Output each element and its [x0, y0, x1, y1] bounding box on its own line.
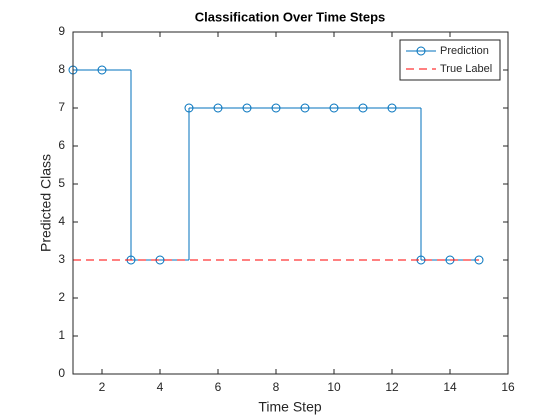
x-axis-label: Time Step: [258, 399, 321, 415]
x-tick-label: 2: [99, 380, 106, 394]
y-tick-label: 4: [58, 214, 65, 228]
marker: [387, 103, 397, 113]
x-tick-label: 16: [501, 380, 515, 394]
marker: [213, 103, 223, 113]
y-tick-label: 6: [58, 138, 65, 152]
marker: [358, 103, 368, 113]
plot-area: [73, 32, 508, 374]
marker: [329, 103, 339, 113]
x-tick-label: 12: [385, 380, 399, 394]
y-tick-label: 0: [58, 366, 65, 380]
y-axis-label: Predicted Class: [38, 154, 54, 252]
x-tick-label: 4: [157, 380, 164, 394]
legend-box: [399, 39, 501, 81]
marker: [474, 255, 484, 265]
legend-label: Prediction: [440, 45, 489, 57]
y-tick-label: 3: [58, 252, 65, 266]
y-tick-label: 9: [58, 24, 65, 38]
axes-box: [72, 31, 509, 375]
legend-label: True Label: [440, 63, 492, 75]
x-tick-label: 14: [443, 380, 457, 394]
marker: [300, 103, 310, 113]
marker: [242, 103, 252, 113]
marker: [184, 103, 194, 113]
chart-title: Classification Over Time Steps: [195, 9, 386, 24]
x-tick-label: 8: [273, 380, 280, 394]
x-tick-label: 6: [215, 380, 222, 394]
marker: [271, 103, 281, 113]
legend-marker: [416, 46, 426, 56]
y-tick-label: 1: [58, 328, 65, 342]
y-tick-label: 7: [58, 100, 65, 114]
marker: [97, 65, 107, 75]
y-tick-label: 2: [58, 290, 65, 304]
y-tick-label: 5: [58, 176, 65, 190]
x-tick-label: 10: [327, 380, 341, 394]
y-tick-label: 8: [58, 62, 65, 76]
